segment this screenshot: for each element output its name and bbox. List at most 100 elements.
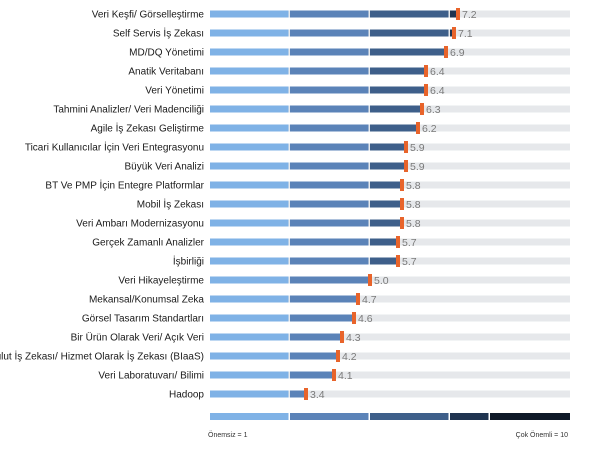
bar-row: Veri Keşfi/ Görselleştirme 7.2 bbox=[92, 8, 570, 21]
bar-fill-segment bbox=[290, 124, 369, 132]
bar-row: Ticari Kullanıcılar İçin Veri Entegrasyo… bbox=[25, 141, 570, 154]
scale-segment bbox=[450, 413, 489, 420]
bar-fill-segment bbox=[210, 48, 289, 56]
bar-fill-segment bbox=[370, 181, 402, 189]
category-label: Veri Yönetimi bbox=[145, 86, 204, 97]
value-label: 6.4 bbox=[430, 85, 445, 97]
bar-row: Gerçek Zamanlı Analizler 5.7 bbox=[92, 236, 570, 249]
value-marker bbox=[416, 122, 420, 134]
value-marker bbox=[368, 274, 372, 286]
bar-fill-segment bbox=[370, 48, 446, 56]
bar-fill-segment bbox=[210, 86, 289, 94]
bar-fill-segment bbox=[370, 257, 398, 265]
bar-fill-segment bbox=[370, 105, 422, 113]
bar-fill-segment bbox=[370, 124, 418, 132]
scale-min-label: Önemsiz = 1 bbox=[208, 431, 248, 439]
value-marker bbox=[452, 27, 456, 39]
bar-fill-segment bbox=[290, 219, 369, 227]
bar-fill-segment bbox=[370, 238, 398, 246]
value-marker bbox=[396, 236, 400, 248]
value-label: 3.4 bbox=[310, 389, 325, 401]
bar-row: Anatik Veritabanı 6.4 bbox=[128, 65, 570, 78]
bar-fill-segment bbox=[290, 390, 306, 398]
value-marker bbox=[356, 293, 360, 305]
bar-row: MD/DQ Yönetimi 6.9 bbox=[129, 46, 570, 59]
category-label: Veri Hikayeleştirme bbox=[118, 276, 204, 287]
bar-fill-segment bbox=[210, 390, 289, 398]
bar-row: Görsel Tasarım Standartları 4.6 bbox=[82, 312, 570, 325]
bar-row: Hadoop 3.4 bbox=[169, 388, 570, 401]
value-label: 5.7 bbox=[402, 237, 417, 249]
value-label: 5.7 bbox=[402, 256, 417, 268]
category-label: İşbirliği bbox=[173, 255, 204, 268]
value-marker bbox=[400, 198, 404, 210]
value-marker bbox=[456, 8, 460, 20]
bar-fill-segment bbox=[210, 238, 289, 246]
value-label: 6.4 bbox=[430, 66, 445, 78]
value-label: 4.3 bbox=[346, 332, 361, 344]
bar-row: Agile İş Zekası Geliştirme 6.2 bbox=[91, 122, 570, 135]
category-label: Görsel Tasarım Standartları bbox=[82, 314, 204, 325]
bar-track bbox=[210, 333, 570, 341]
bar-fill-segment bbox=[210, 371, 289, 379]
value-label: 5.9 bbox=[410, 161, 425, 173]
bar-fill-segment bbox=[210, 124, 289, 132]
bar-row: İşbirliği 5.7 bbox=[173, 255, 570, 268]
bar-fill-segment bbox=[290, 295, 358, 303]
value-label: 5.9 bbox=[410, 142, 425, 154]
category-label: Bir Ürün Olarak Veri/ Açık Veri bbox=[71, 332, 204, 344]
bar-fill-segment bbox=[290, 276, 369, 284]
value-marker bbox=[400, 179, 404, 191]
value-label: 5.8 bbox=[406, 218, 421, 230]
category-label: BT Ve PMP İçin Entegre Platformlar bbox=[45, 179, 204, 192]
value-marker bbox=[304, 388, 308, 400]
bar-fill-segment bbox=[290, 143, 369, 151]
category-label: Agile İş Zekası Geliştirme bbox=[91, 122, 205, 135]
value-label: 6.9 bbox=[450, 47, 465, 59]
value-label: 4.7 bbox=[362, 294, 377, 306]
value-label: 5.8 bbox=[406, 180, 421, 192]
bar-row: BT Ve PMP İçin Entegre Platformlar 5.8 bbox=[45, 179, 570, 192]
bar-fill-segment bbox=[290, 181, 369, 189]
category-label: Veri Laboratuvarı/ Bilimi bbox=[98, 371, 204, 382]
bar-fill-segment bbox=[370, 219, 402, 227]
category-label: Büyük Veri Analizi bbox=[125, 162, 205, 173]
bar-row: Veri Ambarı Modernizasyonu 5.8 bbox=[76, 217, 570, 230]
bar-fill-segment bbox=[290, 67, 369, 75]
bar-row: Bulut İş Zekası/ Hizmet Olarak İş Zekası… bbox=[0, 350, 570, 363]
value-label: 5.0 bbox=[374, 275, 389, 287]
category-label: Mobil İş Zekası bbox=[137, 198, 204, 211]
bar-fill-segment bbox=[210, 143, 289, 151]
bar-fill-segment bbox=[370, 29, 449, 37]
value-label: 4.2 bbox=[342, 351, 357, 363]
scale-segment bbox=[370, 413, 449, 420]
bar-fill-segment bbox=[370, 162, 406, 170]
bar-fill-segment bbox=[210, 200, 289, 208]
value-marker bbox=[444, 46, 448, 58]
bar-fill-segment bbox=[210, 181, 289, 189]
bar-fill-segment bbox=[210, 67, 289, 75]
bar-fill-segment bbox=[210, 29, 289, 37]
category-label: Tahmini Analizler/ Veri Madenciliği bbox=[53, 105, 204, 116]
bar-fill-segment bbox=[290, 314, 354, 322]
bar-row: Self Servis İş Zekası 7.1 bbox=[113, 27, 570, 40]
category-label: Ticari Kullanıcılar İçin Veri Entegrasyo… bbox=[25, 141, 204, 154]
bar-track bbox=[210, 390, 570, 398]
category-label: Gerçek Zamanlı Analizler bbox=[92, 238, 204, 249]
bar-fill-segment bbox=[370, 143, 406, 151]
category-label: Self Servis İş Zekası bbox=[113, 27, 204, 40]
bar-fill-segment bbox=[290, 10, 369, 18]
scale-segment bbox=[210, 413, 289, 420]
bar-fill-segment bbox=[370, 67, 426, 75]
value-marker bbox=[336, 350, 340, 362]
bar-fill-segment bbox=[210, 105, 289, 113]
bar-fill-segment bbox=[370, 200, 402, 208]
bar-track bbox=[210, 276, 570, 284]
scale-segment bbox=[290, 413, 369, 420]
category-label: Veri Keşfi/ Görselleştirme bbox=[92, 10, 205, 21]
bar-fill-segment bbox=[290, 257, 369, 265]
value-label: 4.1 bbox=[338, 370, 353, 382]
value-marker bbox=[404, 160, 408, 172]
bar-fill-segment bbox=[210, 276, 289, 284]
